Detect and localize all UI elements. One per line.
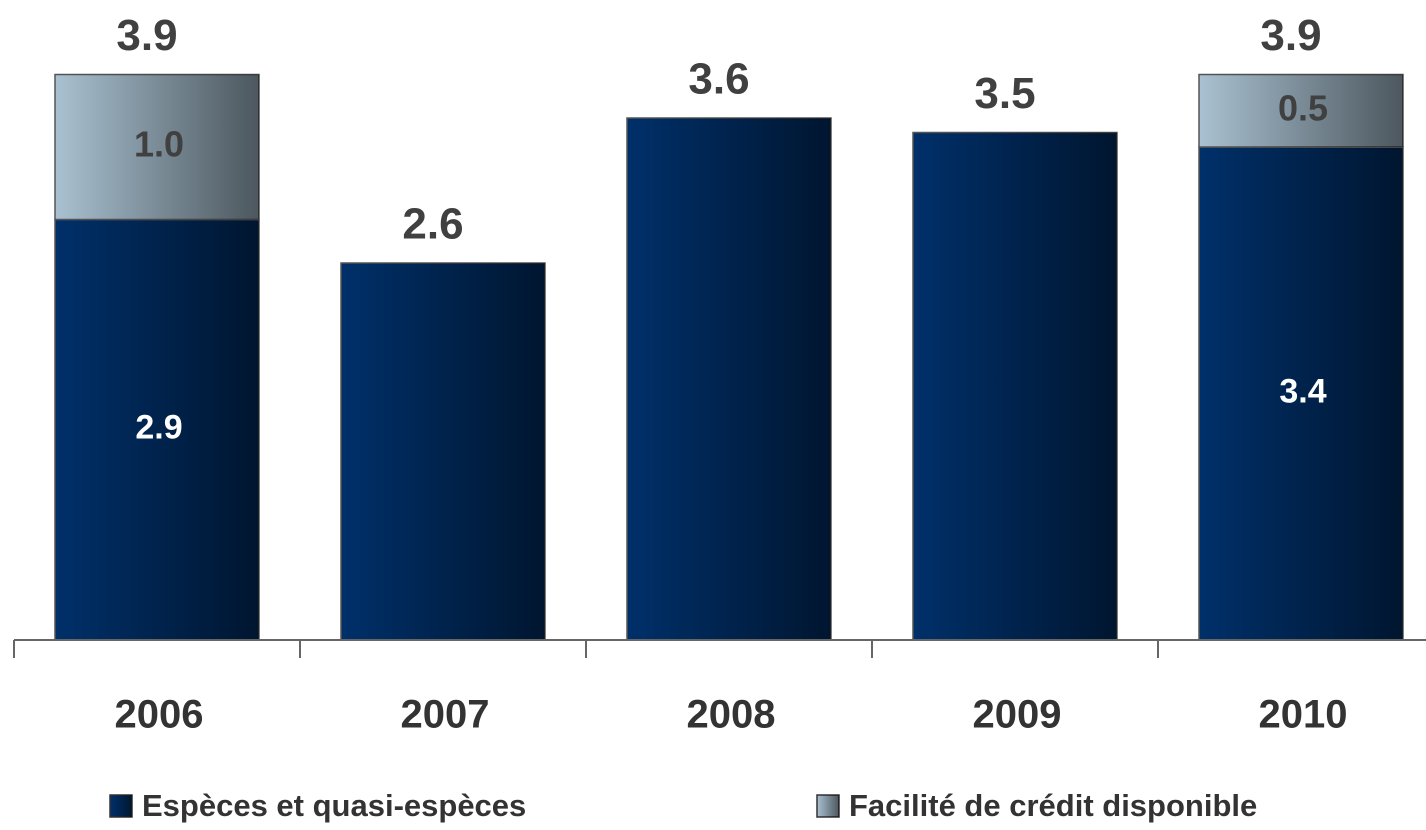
total-label: 2.6 <box>402 200 463 249</box>
bar-shade <box>55 219 259 640</box>
total-label: 3.9 <box>116 11 177 60</box>
segment-label: 2.9 <box>135 409 182 447</box>
bar-shade <box>627 118 831 640</box>
legend-swatch-shade <box>110 795 132 817</box>
x-tick-label: 2007 <box>401 693 490 737</box>
bar-shade <box>55 74 259 220</box>
legend-label: Facilité de crédit disponible <box>849 788 1257 823</box>
segment-label: 0.5 <box>1278 87 1328 128</box>
x-tick-label: 2008 <box>687 693 776 737</box>
bar-shade <box>341 263 545 640</box>
x-tick-label: 2006 <box>115 693 204 737</box>
bar-shade <box>913 132 1117 640</box>
total-label: 3.9 <box>1260 11 1321 60</box>
bar-shade <box>1199 147 1403 640</box>
x-tick-label: 2009 <box>973 693 1062 737</box>
segment-label: 3.4 <box>1279 372 1326 410</box>
legend-label: Espèces et quasi-espèces <box>142 788 526 823</box>
segment-label: 1.0 <box>134 124 184 165</box>
legend-swatch-shade <box>817 795 839 817</box>
total-label: 3.5 <box>974 69 1035 118</box>
x-tick-label: 2010 <box>1259 693 1348 737</box>
total-label: 3.6 <box>688 55 749 104</box>
bar-shade <box>1199 74 1403 147</box>
